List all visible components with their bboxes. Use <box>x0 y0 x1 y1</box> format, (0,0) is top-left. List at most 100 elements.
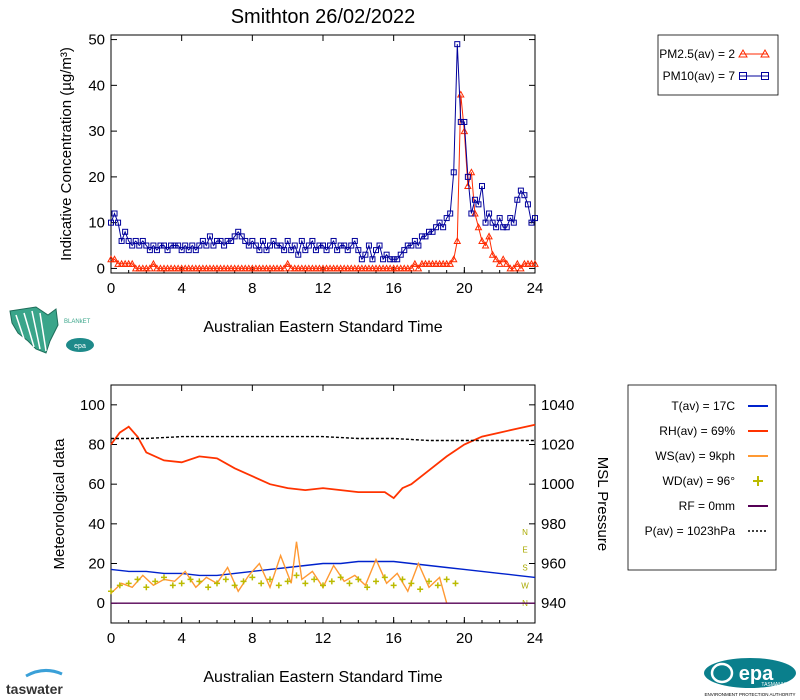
pm25-point <box>509 264 518 272</box>
pm10-point <box>291 242 298 249</box>
pm10-point <box>397 251 404 258</box>
pm10-point <box>224 237 231 244</box>
wd-point <box>134 576 141 583</box>
pm10-point <box>475 201 482 208</box>
pm10-point <box>249 237 256 244</box>
x-tick-label: 12 <box>315 630 332 647</box>
pm10-point <box>362 251 369 258</box>
pm10-point <box>489 219 496 226</box>
pm10-point <box>168 242 175 249</box>
wd-point <box>187 576 194 583</box>
taswater-text: taswater <box>6 681 63 697</box>
pm25-point <box>485 232 493 240</box>
pm10-point <box>132 237 139 244</box>
pm10-point <box>129 242 136 249</box>
x-tick-label: 24 <box>527 280 544 297</box>
y-tick-label: 30 <box>88 123 105 140</box>
pm10-point <box>171 242 178 249</box>
pm10-point <box>267 242 273 249</box>
pm10-point <box>281 247 288 254</box>
y-tick-labels: 0 10 20 30 40 50 <box>88 32 535 277</box>
pm10-point <box>348 242 355 249</box>
legend-plus-marker <box>753 476 763 486</box>
pm10-point <box>192 247 199 254</box>
epa-small-logo-icon <box>66 338 94 352</box>
pm10-point <box>351 237 358 244</box>
pm10-point <box>486 210 493 217</box>
met-legend-box <box>627 384 777 571</box>
pm10-point <box>461 118 468 125</box>
pm10-point <box>418 233 425 240</box>
series-line-pm10 <box>110 44 536 261</box>
pm25-point <box>492 255 500 263</box>
x-tick-label: 0 <box>107 280 115 297</box>
pm10-point <box>426 228 432 235</box>
pm10-point <box>118 237 125 244</box>
x-tick-label: 16 <box>385 630 402 647</box>
pm10-point <box>316 242 323 249</box>
pm25-point <box>411 259 419 267</box>
pm10-point <box>422 233 429 240</box>
wd-point <box>426 578 432 585</box>
pm25-point <box>453 236 462 244</box>
y2-axis-label: MSL Pressure <box>594 457 611 551</box>
wd-point <box>320 582 326 589</box>
pm10-point <box>383 251 390 258</box>
legend-entry-text: RH(av) = 69% <box>659 424 735 438</box>
pm10-point <box>312 247 319 254</box>
y2-tick-label: 940 <box>541 595 566 612</box>
pm10-point <box>503 224 510 231</box>
pm25-point <box>481 241 490 249</box>
pm10-point <box>231 233 238 240</box>
pm-series <box>107 41 539 272</box>
wd-point <box>231 582 238 589</box>
y-tick-label: 50 <box>88 32 105 49</box>
pm10-point <box>464 173 471 180</box>
wd-point <box>302 580 309 587</box>
pm25-point <box>446 259 455 267</box>
pm10-point <box>242 237 249 244</box>
wd-axis-label: S <box>522 563 527 572</box>
pm10-point <box>376 242 383 249</box>
pm10-point <box>270 237 277 244</box>
pm10-point <box>524 201 531 208</box>
pm10-point <box>196 242 203 249</box>
pm10-point <box>228 237 235 244</box>
pm10-point <box>115 219 122 226</box>
pm10-point <box>277 242 284 249</box>
pm10-point <box>355 247 362 254</box>
series-line-rh <box>110 423 536 500</box>
y-axis-label: Indicative Concentration (µg/m³) <box>58 47 75 261</box>
pm10-point <box>298 237 305 244</box>
y2-tick-label: 960 <box>541 556 566 573</box>
meteorological-chart: 0 4 8 12 16 20 24 0 20 40 60 80 100 940 960 980 1000 10… <box>51 384 777 686</box>
legend-entry-text: T(av) = 17C <box>671 399 735 413</box>
pm10-point <box>203 242 210 249</box>
wd-point <box>452 580 459 587</box>
wd-point <box>355 576 362 583</box>
wd-axis-label: W <box>521 581 529 590</box>
pm10-point <box>221 242 228 249</box>
chart-title: Smithton 26/02/2022 <box>231 6 416 28</box>
wd-point <box>284 578 291 585</box>
blanket-logo: BLANkET epa <box>9 306 94 354</box>
pm10-point <box>510 219 517 226</box>
pm10-point <box>482 219 489 226</box>
pm25-point <box>464 181 472 190</box>
pm25-point <box>531 259 539 267</box>
wd-point <box>196 578 203 585</box>
pm10-point <box>146 247 153 254</box>
series-line-pm25 <box>111 94 535 270</box>
pm10-point <box>214 237 220 244</box>
pm10-point <box>514 196 521 203</box>
pm10-point <box>330 237 337 244</box>
y2-tick-label: 1040 <box>541 397 574 414</box>
legend-entry-text: WS(av) = 9kph <box>655 449 735 463</box>
pm10-point <box>380 256 387 263</box>
x-tick-labels: 0 4 8 12 16 20 24 <box>107 385 543 647</box>
pm10-point <box>245 242 252 249</box>
wd-point <box>205 584 212 591</box>
pm10-point <box>108 219 114 226</box>
epa-text: epa <box>739 663 774 685</box>
legend-triangle-marker <box>738 48 748 58</box>
